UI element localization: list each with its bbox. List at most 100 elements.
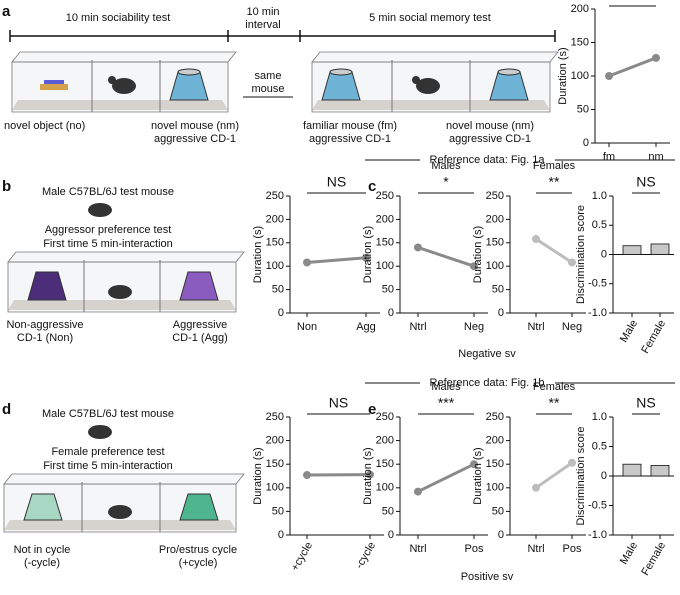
y-tick-label: 100 [571,70,589,82]
label: 10 min [246,6,279,18]
label: CD-1 (Agg) [172,332,228,344]
data-point [652,53,660,62]
x-tick-label: +cycle [289,540,315,573]
y-tick-label: 1.0 [592,190,607,202]
x-tick-label: Non [297,321,317,333]
data-point [366,470,374,479]
y-tick-label: 250 [376,190,394,202]
x-axis-label: Negative sv [458,348,516,360]
y-tick-label: 150 [266,458,284,470]
data-point [568,258,576,267]
label: Male C57BL/6J test mouse [42,408,174,420]
label: First time 5 min-interaction [43,460,173,472]
significance: ** [549,174,560,190]
y-tick-label: 0 [583,137,589,149]
x-tick-label: Ntrl [409,543,426,555]
significance: NS [636,395,655,411]
y-tick-label: 200 [266,213,284,225]
y-axis-label: Duration (s) [362,447,374,504]
label: familiar mouse (fm) [303,120,397,132]
y-tick-label: 150 [266,237,284,249]
bar [622,463,642,477]
x-tick-label: Neg [464,321,484,333]
significance: *** [438,395,455,411]
panel-label: a [2,3,11,20]
data-point [414,243,422,252]
data-point [414,487,422,496]
data-line [535,461,573,490]
x-tick-label: Male [618,540,640,567]
x-tick-label: Pos [465,543,484,555]
label: 5 min social memory test [369,12,491,24]
x-tick-label: Pos [563,543,582,555]
label: Female preference test [51,446,164,458]
significance: NS [636,174,655,190]
x-tick-label: Neg [562,321,582,333]
y-tick-label: 50 [492,284,504,296]
y-tick-label: -0.5 [588,499,607,511]
y-tick-label: 250 [376,411,394,423]
y-tick-label: 0 [388,529,394,541]
chamber [311,51,559,113]
bar [650,243,670,255]
y-tick-label: 0 [278,529,284,541]
data-line [535,237,573,264]
y-axis-label: Duration (s) [252,226,264,283]
y-tick-label: 150 [486,237,504,249]
y-tick-label: 50 [382,505,394,517]
x-tick-label: fm [603,151,615,163]
y-tick-label: 100 [486,260,504,272]
y-axis-label: Duration (s) [557,47,569,104]
data-point [303,471,311,480]
panel-label: b [2,178,11,195]
y-tick-label: 200 [376,435,394,447]
mouse-icon [88,425,112,439]
y-tick-label: 200 [376,213,394,225]
chamber [11,51,237,113]
data-line [608,56,657,78]
y-tick-label: 50 [577,103,589,115]
significance: * [443,174,449,190]
y-tick-label: 0 [601,470,607,482]
chart-title: Males [431,381,461,393]
y-tick-label: 0 [601,248,607,260]
x-tick-label: nm [648,151,663,163]
y-tick-label: 150 [376,458,394,470]
y-tick-label: -0.5 [588,278,607,290]
chart-title: Females [533,160,576,172]
mouse-icon [88,203,112,217]
label: (+cycle) [179,557,218,569]
y-tick-label: 100 [376,260,394,272]
y-tick-label: 50 [272,284,284,296]
y-axis-label: Duration (s) [472,447,484,504]
bar [622,245,642,255]
label: novel mouse (nm) [151,120,239,132]
label: Non-aggressive [6,319,83,331]
data-point [470,262,478,271]
x-tick-label: Female [639,318,668,356]
y-tick-label: 0 [498,529,504,541]
panel-label: c [368,178,376,195]
x-tick-label: Male [618,318,640,345]
label: Pro/estrus cycle [159,544,237,556]
label: aggressive CD-1 [449,133,531,145]
y-tick-label: 0.5 [592,440,607,452]
chart-title: Males [431,160,461,172]
label: First time 5 min-interaction [43,238,173,250]
label: Aggressive [173,319,227,331]
y-tick-label: 50 [272,505,284,517]
label: Aggressor preference test [45,224,172,236]
y-tick-label: 250 [486,411,504,423]
y-tick-label: 100 [266,482,284,494]
x-tick-label: Ntrl [527,543,544,555]
label: mouse [251,83,284,95]
chart-title: Females [533,381,576,393]
y-tick-label: -1.0 [588,529,607,541]
y-tick-label: 0.5 [592,219,607,231]
significance: NS [329,395,348,411]
significance: * [630,0,636,3]
reference: Reference data: Fig. 1a [430,154,546,166]
data-point [470,460,478,469]
y-tick-label: 250 [266,190,284,202]
